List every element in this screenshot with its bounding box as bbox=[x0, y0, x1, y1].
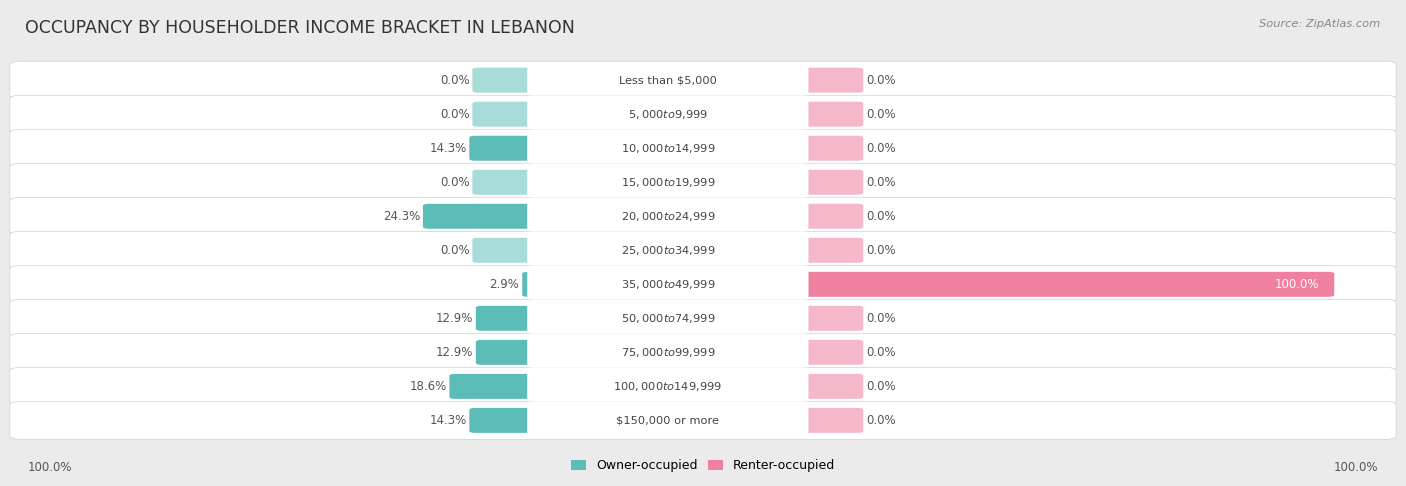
Text: $10,000 to $14,999: $10,000 to $14,999 bbox=[620, 142, 716, 155]
Text: 0.0%: 0.0% bbox=[866, 108, 896, 121]
Text: OCCUPANCY BY HOUSEHOLDER INCOME BRACKET IN LEBANON: OCCUPANCY BY HOUSEHOLDER INCOME BRACKET … bbox=[25, 19, 575, 37]
Text: $25,000 to $34,999: $25,000 to $34,999 bbox=[620, 244, 716, 257]
FancyBboxPatch shape bbox=[475, 340, 547, 365]
Text: $50,000 to $74,999: $50,000 to $74,999 bbox=[620, 312, 716, 325]
FancyBboxPatch shape bbox=[472, 102, 547, 127]
FancyBboxPatch shape bbox=[10, 163, 1396, 201]
Text: 0.0%: 0.0% bbox=[866, 244, 896, 257]
FancyBboxPatch shape bbox=[10, 61, 1396, 99]
FancyBboxPatch shape bbox=[472, 68, 547, 93]
FancyBboxPatch shape bbox=[10, 197, 1396, 235]
Text: $20,000 to $24,999: $20,000 to $24,999 bbox=[620, 210, 716, 223]
Text: 12.9%: 12.9% bbox=[436, 346, 472, 359]
Text: 0.0%: 0.0% bbox=[866, 176, 896, 189]
FancyBboxPatch shape bbox=[527, 133, 808, 164]
FancyBboxPatch shape bbox=[527, 337, 808, 368]
FancyBboxPatch shape bbox=[10, 333, 1396, 371]
Text: 18.6%: 18.6% bbox=[409, 380, 447, 393]
Text: 14.3%: 14.3% bbox=[429, 414, 467, 427]
FancyBboxPatch shape bbox=[527, 201, 808, 232]
Text: 2.9%: 2.9% bbox=[489, 278, 519, 291]
FancyBboxPatch shape bbox=[475, 306, 547, 331]
Text: $75,000 to $99,999: $75,000 to $99,999 bbox=[620, 346, 716, 359]
FancyBboxPatch shape bbox=[789, 170, 863, 195]
Text: 0.0%: 0.0% bbox=[866, 414, 896, 427]
Text: 0.0%: 0.0% bbox=[866, 312, 896, 325]
Text: 24.3%: 24.3% bbox=[382, 210, 420, 223]
Text: Less than $5,000: Less than $5,000 bbox=[619, 75, 717, 85]
Text: 14.3%: 14.3% bbox=[429, 142, 467, 155]
FancyBboxPatch shape bbox=[789, 272, 1334, 297]
Text: $100,000 to $149,999: $100,000 to $149,999 bbox=[613, 380, 723, 393]
FancyBboxPatch shape bbox=[789, 136, 863, 161]
Text: 0.0%: 0.0% bbox=[440, 108, 470, 121]
FancyBboxPatch shape bbox=[789, 408, 863, 433]
FancyBboxPatch shape bbox=[10, 129, 1396, 167]
FancyBboxPatch shape bbox=[527, 65, 808, 96]
FancyBboxPatch shape bbox=[10, 367, 1396, 405]
FancyBboxPatch shape bbox=[789, 374, 863, 399]
Text: $15,000 to $19,999: $15,000 to $19,999 bbox=[620, 176, 716, 189]
FancyBboxPatch shape bbox=[472, 238, 547, 263]
Text: 0.0%: 0.0% bbox=[440, 74, 470, 87]
Text: 0.0%: 0.0% bbox=[866, 74, 896, 87]
Text: 100.0%: 100.0% bbox=[1333, 461, 1378, 474]
Text: 0.0%: 0.0% bbox=[866, 346, 896, 359]
FancyBboxPatch shape bbox=[789, 102, 863, 127]
Text: 0.0%: 0.0% bbox=[866, 210, 896, 223]
FancyBboxPatch shape bbox=[450, 374, 547, 399]
FancyBboxPatch shape bbox=[10, 401, 1396, 439]
Text: 0.0%: 0.0% bbox=[866, 380, 896, 393]
Text: 12.9%: 12.9% bbox=[436, 312, 472, 325]
Legend: Owner-occupied, Renter-occupied: Owner-occupied, Renter-occupied bbox=[567, 454, 839, 477]
FancyBboxPatch shape bbox=[527, 235, 808, 266]
Text: 0.0%: 0.0% bbox=[866, 142, 896, 155]
FancyBboxPatch shape bbox=[470, 408, 547, 433]
FancyBboxPatch shape bbox=[527, 371, 808, 402]
FancyBboxPatch shape bbox=[470, 136, 547, 161]
FancyBboxPatch shape bbox=[527, 405, 808, 436]
Text: $150,000 or more: $150,000 or more bbox=[616, 416, 720, 425]
FancyBboxPatch shape bbox=[423, 204, 547, 229]
FancyBboxPatch shape bbox=[789, 238, 863, 263]
Text: Source: ZipAtlas.com: Source: ZipAtlas.com bbox=[1260, 19, 1381, 30]
FancyBboxPatch shape bbox=[789, 204, 863, 229]
FancyBboxPatch shape bbox=[789, 340, 863, 365]
FancyBboxPatch shape bbox=[527, 167, 808, 198]
FancyBboxPatch shape bbox=[10, 231, 1396, 269]
FancyBboxPatch shape bbox=[527, 303, 808, 334]
FancyBboxPatch shape bbox=[527, 269, 808, 300]
Text: 0.0%: 0.0% bbox=[440, 176, 470, 189]
FancyBboxPatch shape bbox=[472, 170, 547, 195]
Text: 100.0%: 100.0% bbox=[1274, 278, 1319, 291]
FancyBboxPatch shape bbox=[522, 272, 547, 297]
FancyBboxPatch shape bbox=[10, 95, 1396, 133]
FancyBboxPatch shape bbox=[10, 299, 1396, 337]
Text: $35,000 to $49,999: $35,000 to $49,999 bbox=[620, 278, 716, 291]
Text: $5,000 to $9,999: $5,000 to $9,999 bbox=[628, 108, 707, 121]
FancyBboxPatch shape bbox=[789, 68, 863, 93]
FancyBboxPatch shape bbox=[527, 99, 808, 130]
FancyBboxPatch shape bbox=[789, 306, 863, 331]
FancyBboxPatch shape bbox=[10, 265, 1396, 303]
Text: 0.0%: 0.0% bbox=[440, 244, 470, 257]
Text: 100.0%: 100.0% bbox=[28, 461, 73, 474]
